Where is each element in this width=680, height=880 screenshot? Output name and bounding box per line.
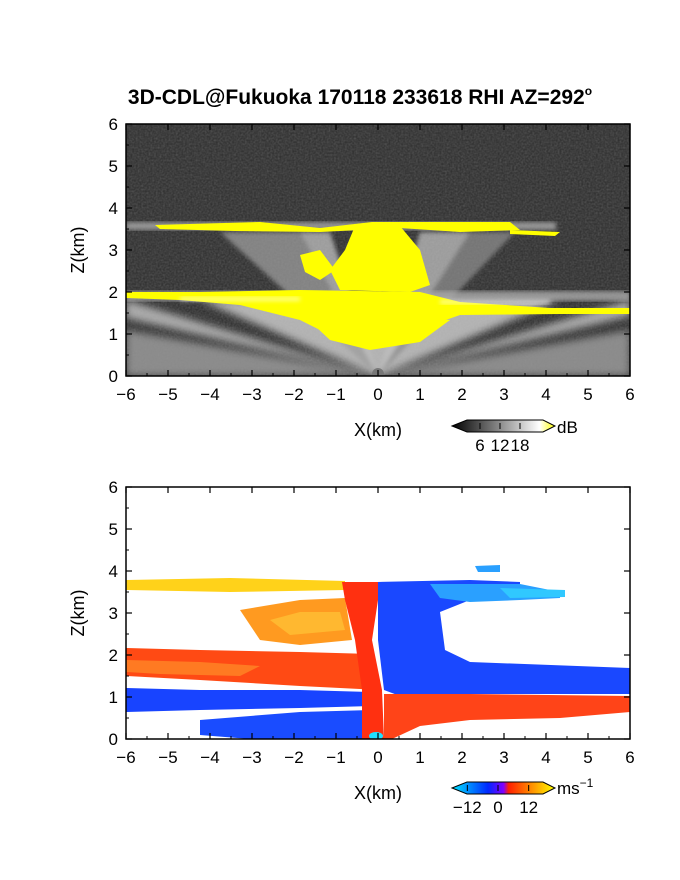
reflectivity-colorbar-ticks: 6 12 18 <box>475 423 529 455</box>
colorbar-tick-label: 18 <box>511 436 530 455</box>
y-tick-label: 1 <box>109 688 118 707</box>
x-tick-label: 1 <box>415 385 424 404</box>
velocity-right-red-region <box>384 694 630 739</box>
title-degree-symbol: o <box>584 84 593 98</box>
y-tick-label: 0 <box>109 730 118 749</box>
velocity-colorbar-unit: ms−1 <box>557 776 594 798</box>
y-tick-label: 6 <box>109 478 118 497</box>
velocity-axes: −6 −5 −4 −3 −2 −1 0 1 2 3 4 5 6 0 1 2 3 4 5 6 X(km) Z(km) <box>68 478 635 803</box>
x-tick-label: 3 <box>499 385 508 404</box>
x-tick-label: 0 <box>373 385 382 404</box>
y-tick-label: 0 <box>109 367 118 386</box>
y-tick-label: 2 <box>109 283 118 302</box>
colorbar-tick-label: 12 <box>519 798 538 817</box>
x-tick-label: −5 <box>158 385 177 404</box>
x-tick-label: −6 <box>116 748 135 767</box>
y-tick-label: 4 <box>109 562 118 581</box>
y-tick-label: 6 <box>109 115 118 134</box>
x-tick-label: 4 <box>541 385 550 404</box>
figure-title: 3D-CDL@Fukuoka 170118 233618 RHI AZ=292o <box>0 84 680 110</box>
velocity-colorbar-bar <box>450 781 557 795</box>
x-tick-label: 2 <box>457 385 466 404</box>
reflectivity-strong-echo <box>126 222 630 350</box>
y-tick-label: 1 <box>109 325 118 344</box>
reflectivity-heatmap <box>126 124 630 376</box>
y-axis-label: Z(km) <box>68 227 88 274</box>
reflectivity-axes: −6 −5 −4 −3 −2 −1 0 1 2 3 4 5 6 0 1 2 3 4 5 6 X(km) Z(km) <box>68 115 635 440</box>
x-axis-label: X(km) <box>354 420 402 440</box>
reflectivity-colorbar: 6 12 18 dB <box>450 418 578 455</box>
x-tick-label: 0 <box>373 748 382 767</box>
x-axis-label: X(km) <box>354 783 402 803</box>
x-tick-label: −2 <box>284 748 303 767</box>
y-axis-label: Z(km) <box>68 590 88 637</box>
velocity-colorbar-ticks: −12 0 12 <box>453 785 538 817</box>
velocity-upper-layer-left <box>126 578 345 592</box>
colorbar-tick-label: 0 <box>493 798 502 817</box>
x-tick-label: −1 <box>326 385 345 404</box>
title-text: 3D-CDL@Fukuoka 170118 233618 RHI AZ=292 <box>127 86 585 109</box>
y-tick-label: 5 <box>109 520 118 539</box>
x-tick-label: 6 <box>625 385 634 404</box>
colorbar-tick-label: 12 <box>491 436 510 455</box>
velocity-right-blue-region <box>378 580 630 696</box>
velocity-low-layer-left <box>126 688 372 712</box>
x-tick-label: 5 <box>583 748 592 767</box>
x-tick-label: −6 <box>116 385 135 404</box>
velocity-heatmap <box>126 487 630 739</box>
velocity-near-ground-left <box>200 710 372 739</box>
x-tick-label: 3 <box>499 748 508 767</box>
x-tick-label: 6 <box>625 748 634 767</box>
velocity-origin-marker <box>369 732 383 739</box>
x-tick-label: 4 <box>541 748 550 767</box>
x-tick-label: 5 <box>583 385 592 404</box>
reflectivity-colorbar-unit: dB <box>557 418 578 437</box>
y-tick-label: 4 <box>109 199 118 218</box>
velocity-colorbar: −12 0 12 ms−1 <box>450 776 594 817</box>
reflectivity-colorbar-bar <box>450 419 557 433</box>
y-tick-label: 2 <box>109 646 118 665</box>
colorbar-tick-label: 6 <box>475 436 484 455</box>
x-tick-label: −5 <box>158 748 177 767</box>
x-tick-label: −3 <box>242 748 261 767</box>
y-tick-label: 3 <box>109 604 118 623</box>
colorbar-tick-label: −12 <box>453 798 482 817</box>
x-tick-label: −2 <box>284 385 303 404</box>
x-tick-label: 2 <box>457 748 466 767</box>
velocity-central-column <box>342 582 384 739</box>
x-tick-label: 1 <box>415 748 424 767</box>
y-tick-label: 3 <box>109 241 118 260</box>
y-tick-label: 5 <box>109 157 118 176</box>
x-tick-label: −4 <box>200 385 219 404</box>
x-tick-label: −4 <box>200 748 219 767</box>
x-tick-label: −1 <box>326 748 345 767</box>
x-tick-label: −3 <box>242 385 261 404</box>
